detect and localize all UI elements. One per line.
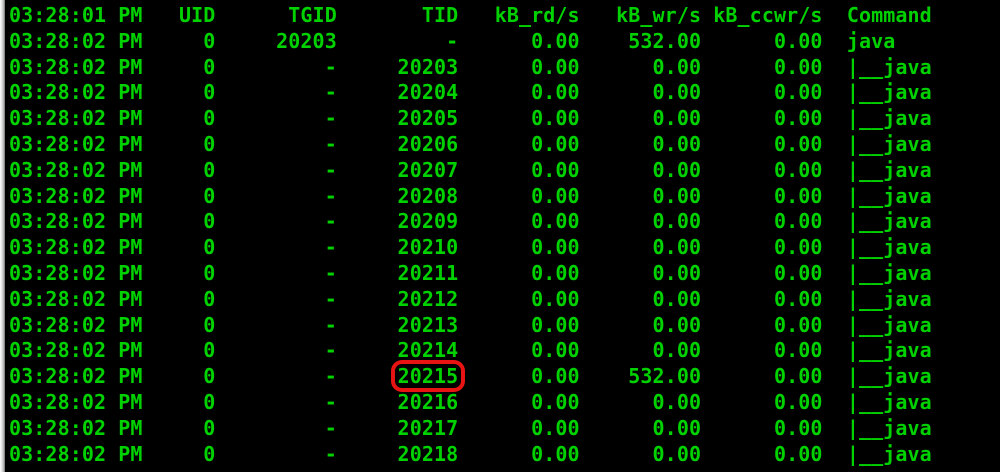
- output-line: 03:28:02 PM 0 - 20217 0.00 0.00 0.00 |__…: [9, 415, 932, 440]
- output-line: 03:28:02 PM 0 - 20207 0.00 0.00 0.00 |__…: [9, 157, 932, 182]
- output-line: 03:28:02 PM 0 - 20218 0.00 0.00 0.00 |__…: [9, 441, 932, 466]
- output-line: 03:28:02 PM 0 - 20206 0.00 0.00 0.00 |__…: [9, 131, 932, 156]
- output-line: 03:28:02 PM 0 - 20208 0.00 0.00 0.00 |__…: [9, 183, 932, 208]
- output-line: 03:28:02 PM 0 - 20205 0.00 0.00 0.00 |__…: [9, 106, 932, 131]
- output-line: 03:28:02 PM 0 - 20204 0.00 0.00 0.00 |__…: [9, 80, 932, 105]
- output-line: 03:28:02 PM 0 - 20211 0.00 0.00 0.00 |__…: [9, 260, 932, 285]
- output-line: 03:28:02 PM 0 - 20214 0.00 0.00 0.00 |__…: [9, 338, 932, 363]
- output-line: 03:28:02 PM 0 - 20210 0.00 0.00 0.00 |__…: [9, 235, 932, 260]
- output-line: 03:28:02 PM 0 - 20212 0.00 0.00 0.00 |__…: [9, 286, 932, 311]
- output-line: 03:28:02 PM 0 20203 - 0.00 532.00 0.00 j…: [9, 28, 896, 53]
- scrollbar-track[interactable]: [0, 0, 5, 472]
- output-line: 03:28:02 PM 0 - 20213 0.00 0.00 0.00 |__…: [9, 312, 932, 337]
- output-line: 03:28:02 PM 0 - 20209 0.00 0.00 0.00 |__…: [9, 209, 932, 234]
- output-line: 03:28:02 PM 0 - 20203 0.00 0.00 0.00 |__…: [9, 54, 932, 79]
- output-line: 03:28:02 PM 0 - 20215 0.00 532.00 0.00 |…: [9, 364, 932, 389]
- output-line: 03:28:01 PM UID TGID TID kB_rd/s kB_wr/s…: [9, 3, 932, 27]
- output-line: 03:28:02 PM 0 - 20216 0.00 0.00 0.00 |__…: [9, 389, 932, 414]
- terminal-output: 03:28:01 PM UID TGID TID kB_rd/s kB_wr/s…: [5, 0, 932, 467]
- tid-highlight-box: 20215: [395, 364, 462, 388]
